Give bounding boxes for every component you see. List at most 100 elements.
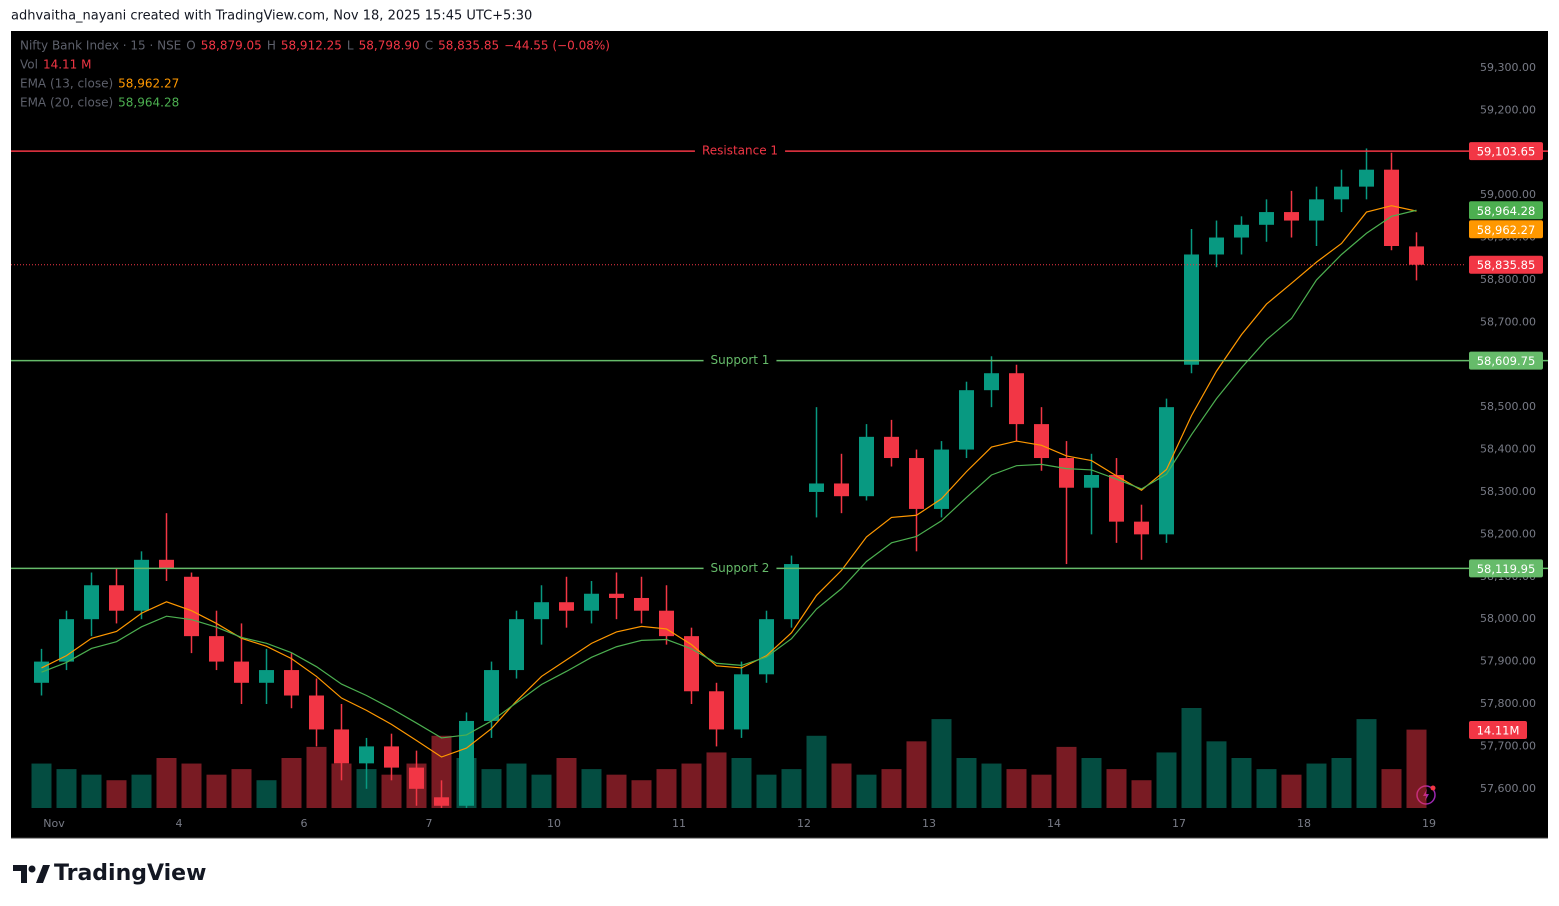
candle-body (659, 610, 674, 637)
volume-bar (906, 741, 927, 808)
volume-bar (256, 780, 277, 808)
x-tick-label: 7 (426, 817, 433, 830)
candle-body (359, 746, 374, 764)
volume-bar (56, 769, 77, 808)
candle-body (684, 636, 699, 692)
volume-bar (1131, 780, 1152, 808)
volume-bar (231, 769, 252, 808)
y-tick-label: 57,800.00 (1480, 697, 1536, 710)
candle-body (459, 720, 474, 806)
candle-body (184, 576, 199, 637)
candle-body (909, 458, 924, 509)
plot-area (31, 148, 1427, 808)
candle-body (559, 602, 574, 611)
candle-body (534, 602, 549, 620)
volume-bar (381, 774, 402, 808)
candle-body (134, 559, 149, 611)
volume-bar (206, 774, 227, 808)
price-label: 58,119.95 (1477, 562, 1536, 576)
volume-bar (131, 774, 152, 808)
candle-body (259, 670, 274, 683)
volume-bar (806, 735, 827, 808)
price-label: 59,103.65 (1477, 145, 1536, 159)
volume-bar (631, 780, 652, 808)
candle-body (584, 593, 599, 611)
volume-bar (1281, 774, 1302, 808)
candle-body (1084, 474, 1099, 488)
candle-body (209, 636, 224, 662)
level-name: Resistance 1 (702, 144, 778, 158)
legend-text: Nifty Bank Index · 15 · NSE (20, 39, 181, 53)
level-name-bg (703, 352, 777, 369)
candle-body (1034, 424, 1049, 459)
candle-body (1334, 186, 1349, 200)
candle-body (709, 691, 724, 730)
volume-bar (956, 758, 977, 808)
volume-bar (1306, 763, 1327, 808)
candle-body (284, 670, 299, 696)
volume-bar (156, 758, 177, 808)
candle-body (609, 593, 624, 598)
level-name: Support 2 (711, 561, 770, 575)
logo (13, 865, 50, 883)
volume-bar (756, 774, 777, 808)
y-tick-label: 59,200.00 (1480, 103, 1536, 116)
volume-bar (1056, 746, 1077, 808)
candle-body (309, 695, 324, 730)
volume-bar (1356, 719, 1377, 808)
volume-bar (1231, 758, 1252, 808)
candle-body (1159, 407, 1174, 535)
y-tick-label: 58,300.00 (1480, 485, 1536, 498)
x-tick-label: 4 (176, 817, 183, 830)
volume-bar (306, 746, 327, 808)
candle-body (1184, 254, 1199, 365)
volume-bar (706, 752, 727, 808)
candle-body (334, 729, 349, 764)
legend-text: EMA (20, close) (20, 96, 113, 110)
candle-body (934, 449, 949, 509)
price-label-bg (1469, 255, 1543, 274)
candle-body (1309, 199, 1324, 221)
volume-bar (856, 774, 877, 808)
candle-body (634, 597, 649, 611)
candle-body (734, 674, 749, 730)
volume-bar (1406, 729, 1427, 808)
volume-bar (1106, 769, 1127, 808)
price-label: 58,964.28 (1477, 204, 1536, 218)
candle-body (409, 767, 424, 789)
candle-body (1009, 373, 1024, 425)
volume-bar (1256, 769, 1277, 808)
volume-label: 14.11M (1477, 724, 1520, 738)
y-tick-label: 59,000.00 (1480, 188, 1536, 201)
volume-bar (531, 774, 552, 808)
candle-body (234, 661, 249, 683)
candle-body (484, 670, 499, 721)
x-tick-label: 10 (547, 817, 561, 830)
price-label: 58,962.27 (1477, 223, 1536, 237)
legend-text: H (267, 39, 276, 53)
volume-bar (1381, 769, 1402, 808)
candle-body (1359, 169, 1374, 187)
candle-body (1059, 458, 1074, 488)
price-label-bg (1469, 220, 1543, 239)
candle-body (1109, 474, 1124, 522)
candle-body (1209, 237, 1224, 255)
price-label-bg (1469, 201, 1543, 220)
volume-bar (81, 774, 102, 808)
y-tick-label: 58,700.00 (1480, 315, 1536, 328)
x-tick-label: 19 (1422, 817, 1436, 830)
volume-bar (281, 758, 302, 808)
volume-bar (1331, 758, 1352, 808)
volume-bar (1031, 774, 1052, 808)
ema-line (41, 205, 1417, 758)
volume-bar (556, 758, 577, 808)
volume-bar (731, 758, 752, 808)
volume-bar (106, 780, 127, 808)
volume-bar (1006, 769, 1027, 808)
volume-bar (781, 769, 802, 808)
legend-text: EMA (13, close) (20, 77, 113, 91)
level-name: Support 1 (711, 353, 770, 367)
volume-bar (656, 769, 677, 808)
price-label-bg (1469, 559, 1543, 578)
